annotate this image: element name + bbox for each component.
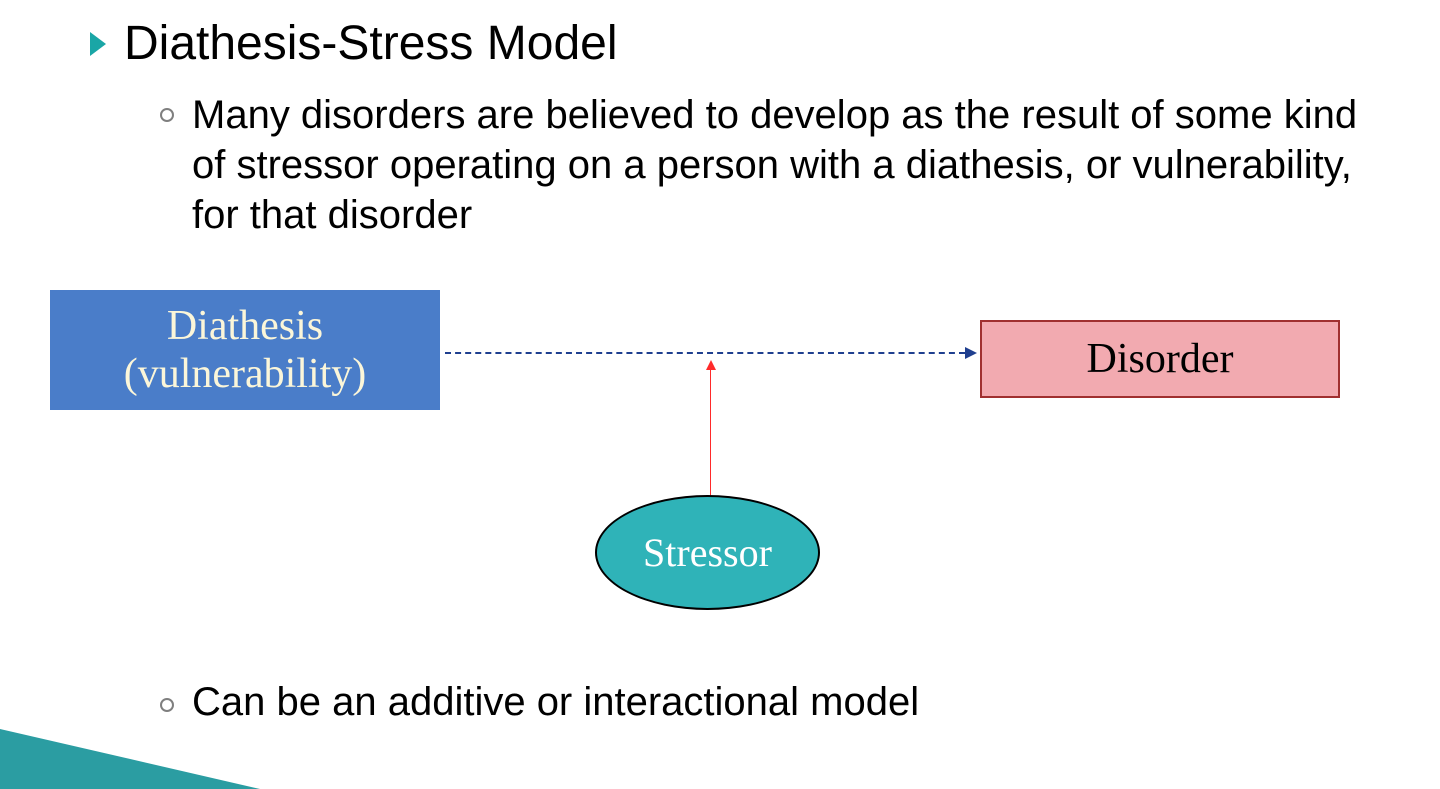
arrowhead-up-icon	[706, 360, 716, 370]
triangle-bullet-icon	[90, 32, 106, 56]
stressor-label: Stressor	[643, 529, 772, 576]
slide-title-row: Diathesis-Stress Model	[90, 16, 618, 71]
body-text-2: Can be an additive or interactional mode…	[192, 680, 919, 725]
circle-bullet-icon	[160, 698, 174, 712]
disorder-label: Disorder	[1087, 335, 1234, 383]
circle-bullet-icon	[160, 108, 174, 122]
diathesis-box: Diathesis (vulnerability)	[50, 290, 440, 410]
diathesis-label-line2: (vulnerability)	[124, 350, 367, 398]
slide-decor-icon	[0, 729, 260, 789]
slide: Diathesis-Stress Model Many disorders ar…	[0, 0, 1440, 789]
list-item: Many disorders are believed to develop a…	[160, 90, 1372, 240]
body-bullet-2: Can be an additive or interactional mode…	[160, 680, 919, 725]
diathesis-label-line1: Diathesis	[167, 302, 323, 350]
list-item: Can be an additive or interactional mode…	[160, 680, 919, 725]
body-text-1: Many disorders are believed to develop a…	[192, 90, 1372, 240]
body-bullet-1: Many disorders are believed to develop a…	[160, 90, 1372, 240]
stressor-ellipse: Stressor	[595, 495, 820, 610]
dashed-arrow-icon	[445, 352, 965, 354]
red-arrow-icon	[710, 370, 711, 495]
disorder-box: Disorder	[980, 320, 1340, 398]
arrowhead-right-icon	[965, 347, 977, 359]
slide-title: Diathesis-Stress Model	[124, 16, 618, 71]
